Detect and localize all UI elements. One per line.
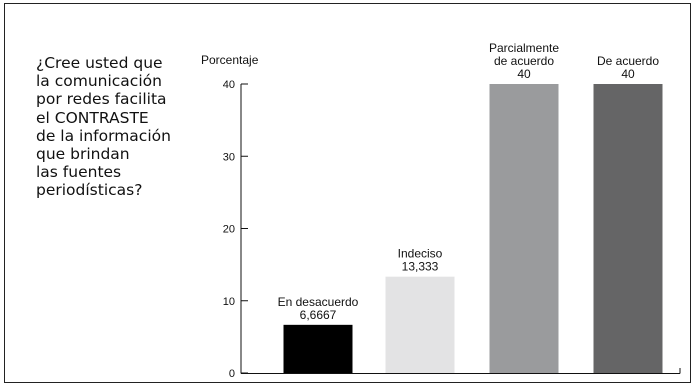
bar-category-label: de acuerdo xyxy=(494,54,554,68)
question-line: periodísticas? xyxy=(36,181,143,200)
y-tick-label: 0 xyxy=(229,368,235,380)
chart-bars xyxy=(283,84,663,373)
question-line: por redes facilita xyxy=(36,90,167,109)
y-tick-label: 30 xyxy=(223,151,235,163)
y-tick-label: 40 xyxy=(223,79,235,91)
y-tick-label: 20 xyxy=(223,224,235,236)
y-tick-label: 10 xyxy=(223,296,235,308)
y-axis-label: Porcentaje xyxy=(201,53,259,67)
bar-value-label: 40 xyxy=(621,67,635,81)
chart-axes: 0 10 20 30 40 xyxy=(223,79,681,380)
question-line: que brindan xyxy=(36,145,130,164)
bar xyxy=(385,276,455,373)
question-line: la comunicación xyxy=(36,72,162,91)
bar-category-label: Parcialmente xyxy=(489,41,559,55)
bar-category-label: En desacuerdo xyxy=(278,295,359,309)
bar-value-label: 40 xyxy=(517,67,531,81)
question-line: ¿Cree usted que xyxy=(36,54,163,72)
bar-category-label: De acuerdo xyxy=(597,54,659,68)
bar-category-label: Indeciso xyxy=(398,247,443,261)
bar xyxy=(489,84,559,373)
bar xyxy=(283,324,353,373)
question-line: el CONTRASTE xyxy=(36,108,149,127)
survey-question: ¿Cree usted que la comunicación por rede… xyxy=(36,54,186,200)
figure-frame xyxy=(4,3,691,383)
question-line: las fuentes xyxy=(36,163,122,182)
question-line: de la información xyxy=(36,126,171,145)
bar-value-label: 13,333 xyxy=(402,260,439,274)
bar xyxy=(593,84,663,373)
bar-value-label: 6,6667 xyxy=(300,308,337,322)
